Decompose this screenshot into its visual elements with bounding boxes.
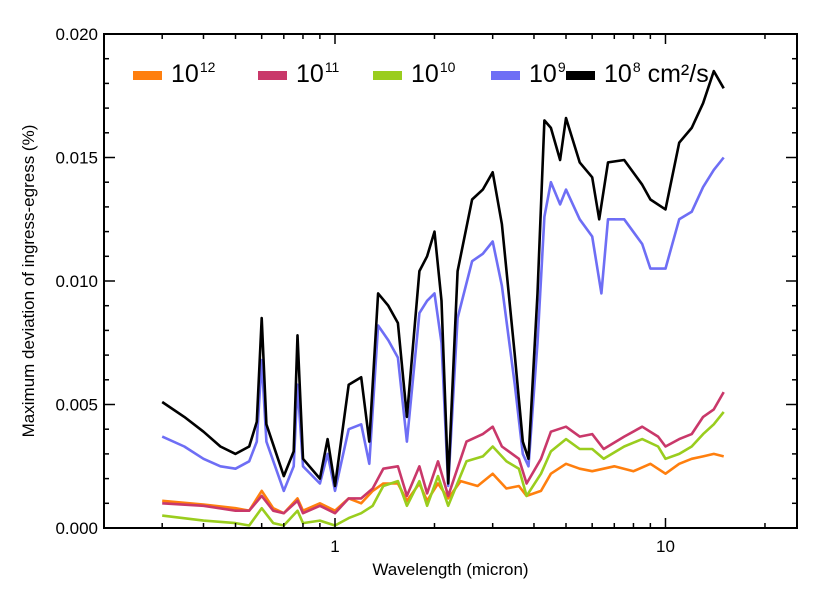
legend-label-exponent: 10 <box>440 59 456 75</box>
legend-swatch-10 <box>373 71 402 80</box>
y-tick-label: 0.015 <box>55 149 98 168</box>
legend-swatch-12 <box>133 71 162 80</box>
y-tick-label: 0.000 <box>55 519 98 538</box>
legend-swatch-8 <box>566 71 595 80</box>
y-tick-label: 0.010 <box>55 272 98 291</box>
legend-label-base: 10 <box>604 60 632 88</box>
legend-label-exponent: 12 <box>200 59 216 75</box>
legend-swatch-9 <box>491 71 520 80</box>
series-layer <box>161 69 725 527</box>
legend: 10 12 10 11 10 10 10 9 10 8 cm²/s <box>133 59 709 88</box>
y-tick-label: 0.020 <box>55 25 98 44</box>
legend-label-base: 10 <box>411 60 439 88</box>
legend-label-base: 10 <box>529 60 557 88</box>
series-line-11 <box>162 391 725 515</box>
legend-label-exponent: 9 <box>558 59 566 75</box>
x-axis-label: Wavelength (micron) <box>372 560 528 579</box>
legend-label-base: 10 <box>171 60 199 88</box>
legend-label-exponent: 11 <box>325 59 340 75</box>
legend-label-exponent: 8 <box>633 59 641 75</box>
tick-layer: 1 10 0.000 0.005 0.010 0.015 0.020 <box>55 25 797 556</box>
series-line-8 <box>161 69 725 488</box>
legend-label-base: 10 <box>296 60 324 88</box>
x-tick-label: 10 <box>656 537 675 556</box>
series-line-10 <box>162 411 725 527</box>
legend-unit: cm²/s <box>648 60 709 88</box>
y-tick-label: 0.005 <box>55 396 98 415</box>
y-axis-label: Maximum deviation of ingress-egress (%) <box>19 125 38 438</box>
x-tick-label: 1 <box>330 537 339 556</box>
legend-swatch-11 <box>258 71 287 80</box>
